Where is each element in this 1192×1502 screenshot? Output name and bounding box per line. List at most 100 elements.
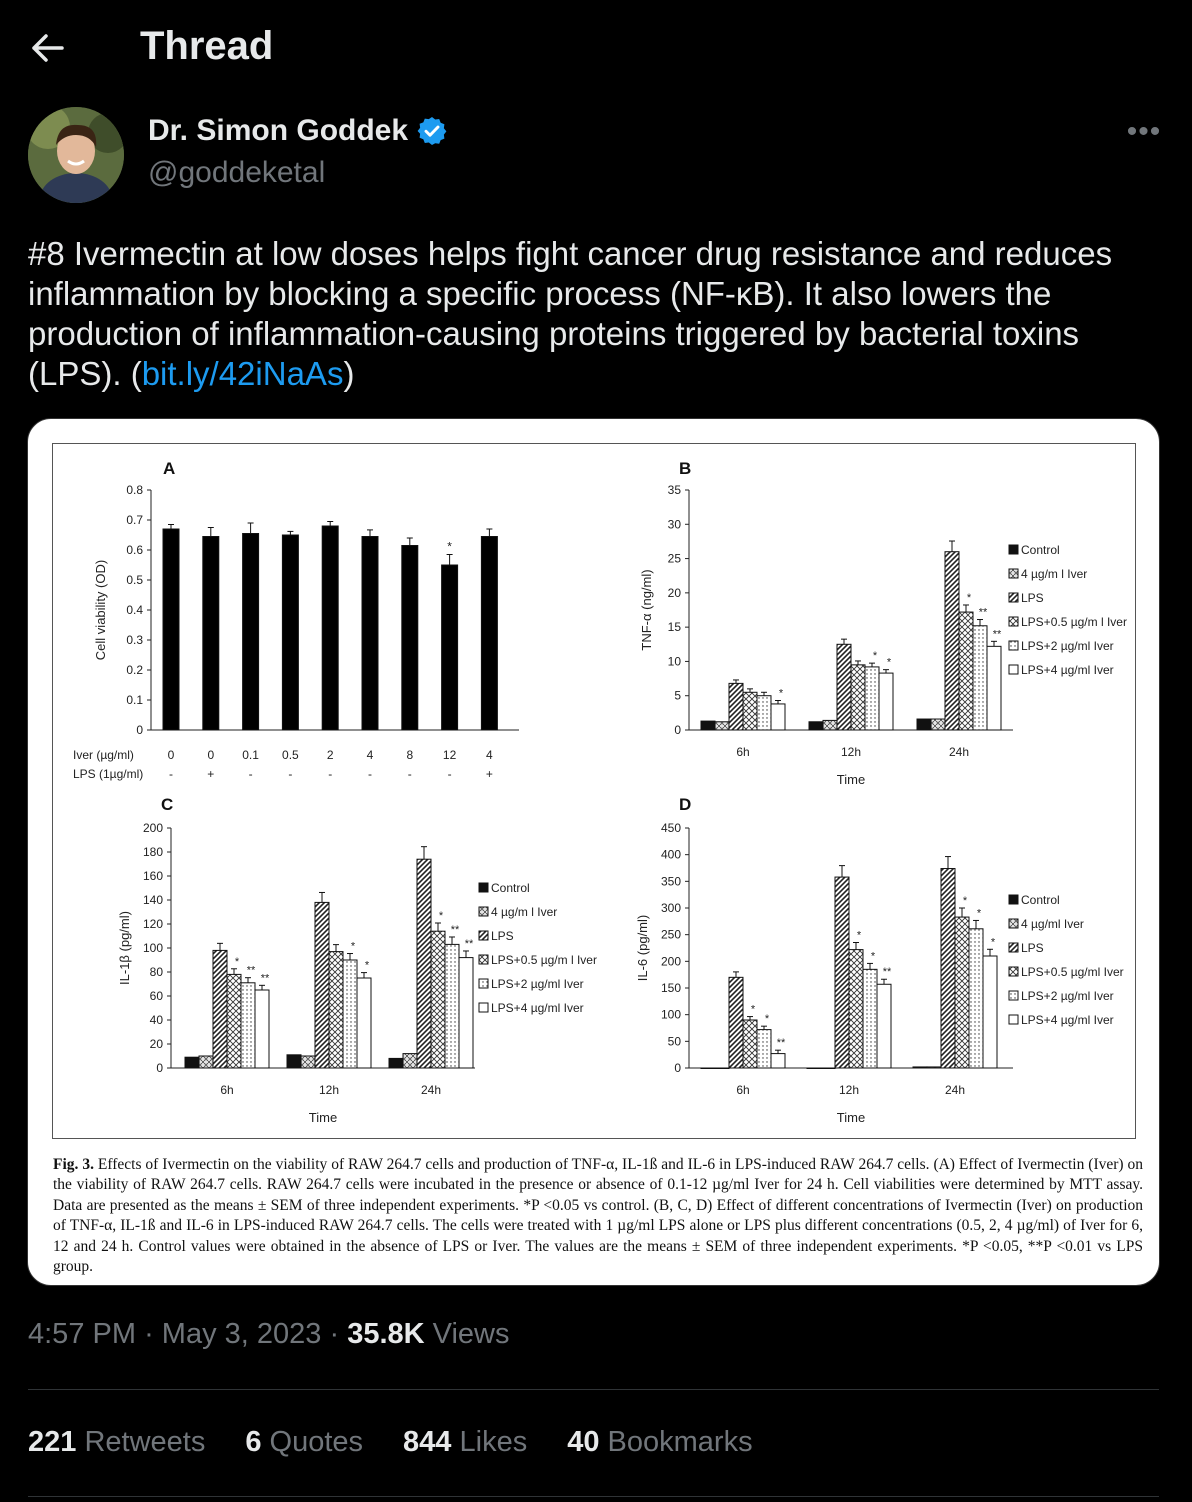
panel-d-legend-swatch (1008, 894, 1019, 905)
more-options-icon[interactable]: ••• (1126, 115, 1162, 148)
panel-d-legend-label: LPS+4 µg/ml Iver (1021, 1013, 1114, 1027)
significance-star: * (963, 895, 968, 907)
panel-c-bar (254, 989, 270, 1069)
panel-d-legend-label: Control (1021, 893, 1060, 907)
panel-c-y-tick-label: 120 (143, 917, 163, 931)
panel-b-category-label: 24h (949, 745, 969, 759)
panel-c-legend-label: LPS+0.5 µg/m l Iver (491, 953, 597, 967)
panel-b-bar (930, 718, 946, 731)
panel-a-bar (401, 545, 419, 731)
panel-d-legend-swatch (1008, 918, 1019, 929)
panel-b-y-tick-label: 35 (668, 483, 682, 497)
back-arrow-icon[interactable] (30, 26, 70, 70)
panel-d-bar (940, 868, 956, 1069)
significance-star: ** (261, 972, 270, 984)
panel-label-d: D (679, 795, 691, 814)
panel-a-y-tick-label: 0.7 (126, 513, 143, 527)
tweet-body-end: ) (343, 355, 355, 392)
panel-d-bar (806, 1067, 822, 1069)
panel-b-legend-label: 4 µg/m l Iver (1021, 567, 1087, 581)
panel-b-category-label: 12h (841, 745, 861, 759)
panel-a-iver-label: 0 (207, 748, 214, 762)
avatar[interactable] (28, 107, 124, 203)
author-name[interactable]: Dr. Simon Goddek (148, 114, 409, 147)
retweets-stat[interactable]: 221 Retweets (28, 1426, 206, 1458)
significance-star: ** (451, 924, 460, 936)
panel-c-bar (226, 973, 242, 1069)
significance-star: * (977, 907, 982, 919)
panel-b-bar (958, 611, 974, 731)
likes-stat[interactable]: 844 Likes (403, 1426, 528, 1458)
panel-d-bar (742, 1019, 758, 1069)
panel-d-y-tick-label: 200 (661, 954, 681, 968)
panel-b-bar (714, 721, 730, 731)
figure-caption: Fig. 3. Effects of Ivermectin on the via… (53, 1155, 1143, 1277)
panel-c-bar (184, 1056, 200, 1069)
author-name-row[interactable]: Dr. Simon Goddek (148, 114, 448, 148)
panel-b-legend-label: LPS (1021, 591, 1044, 605)
panel-a-lps-label: - (448, 767, 452, 781)
panel-a-lps-label: - (408, 767, 412, 781)
tweet-time[interactable]: 4:57 PM (28, 1318, 136, 1350)
panel-d-legend-swatch (1008, 942, 1019, 953)
panel-a-lps-label: - (169, 767, 173, 781)
panel-a-y-tick-label: 0.2 (126, 663, 143, 677)
panel-c-y-tick-label: 40 (150, 1013, 164, 1027)
panel-c-y-tick-label: 0 (156, 1061, 163, 1075)
significance-star: ** (979, 607, 988, 619)
tweet-media-image[interactable]: A B C D 0.8 0.7 0.6 0.5 0.4 0.3 0.2 0.1 0 Cell vi… (27, 418, 1160, 1286)
panel-c-y-tick-label: 180 (143, 845, 163, 859)
separator: · (329, 1318, 340, 1350)
panel-a-y-tick-label: 0.8 (126, 483, 143, 497)
panel-c-legend-label: LPS+4 µg/ml Iver (491, 1001, 584, 1015)
panel-d-bar (714, 1067, 730, 1069)
panel-a-lps-label: - (368, 767, 372, 781)
panel-a-y-tick-label: 0.5 (126, 573, 143, 587)
panel-c-y-tick-label: 80 (150, 965, 164, 979)
panel-d-bar (728, 976, 744, 1069)
panel-b-legend-label: LPS+0.5 µg/m l Iver (1021, 615, 1127, 629)
panel-b-legend-swatch (1008, 568, 1019, 579)
panel-a-bar (361, 536, 379, 731)
panel-c-legend-swatch (478, 882, 489, 893)
caption-label: Fig. 3. (53, 1156, 94, 1173)
tweet-link[interactable]: bit.ly/42iNaAs (141, 355, 344, 392)
panel-a-bar (441, 564, 459, 731)
panel-b-bar (864, 666, 880, 731)
tweet-date[interactable]: May 3, 2023 (161, 1318, 322, 1350)
significance-star: * (439, 910, 444, 922)
significance-star: ** (247, 965, 256, 977)
figure-charts: A B C D 0.8 0.7 0.6 0.5 0.4 0.3 0.2 0.1 0 Cell vi… (73, 459, 1127, 1125)
views-count: 35.8K (347, 1318, 425, 1350)
panel-a-row-label: Iver (µg/ml) (73, 748, 134, 762)
panel-c-bar (300, 1055, 316, 1069)
panel-b-legend-swatch (1008, 664, 1019, 675)
panel-a-y-tick-label: 0.1 (126, 693, 143, 707)
significance-star: * (857, 929, 862, 941)
panel-label-b: B (679, 459, 691, 478)
panel-b-legend-label: LPS+4 µg/ml Iver (1021, 663, 1114, 677)
panel-c-bar (458, 957, 474, 1069)
panel-c-bar (402, 1053, 418, 1069)
bookmarks-stat[interactable]: 40 Bookmarks (567, 1426, 753, 1458)
significance-star: ** (777, 1037, 786, 1049)
panel-label-a: A (163, 459, 175, 478)
panel-c-bar (328, 951, 344, 1069)
panel-c-legend-label: Control (491, 881, 530, 895)
panel-a-y-tick-label: 0 (136, 723, 143, 737)
views-label: Views (432, 1318, 510, 1350)
panel-a-lps-label: + (486, 767, 493, 781)
panel-b-bar (808, 721, 824, 731)
panel-d-legend-label: 4 µg/ml Iver (1021, 917, 1084, 931)
panel-b-bar (728, 682, 744, 731)
quotes-stat[interactable]: 6 Quotes (245, 1426, 364, 1458)
panel-a-bar (202, 536, 220, 731)
panel-b-legend-swatch (1008, 640, 1019, 651)
panel-b-bar (916, 718, 932, 731)
significance-star: * (871, 950, 876, 962)
panel-d-legend-label: LPS+2 µg/ml Iver (1021, 989, 1114, 1003)
author-handle[interactable]: @goddeketal (148, 156, 326, 189)
tweet-meta: 4:57 PM · May 3, 2023 · 35.8K Views (28, 1318, 510, 1351)
panel-c-y-tick-label: 200 (143, 821, 163, 835)
significance-star: * (779, 688, 784, 700)
